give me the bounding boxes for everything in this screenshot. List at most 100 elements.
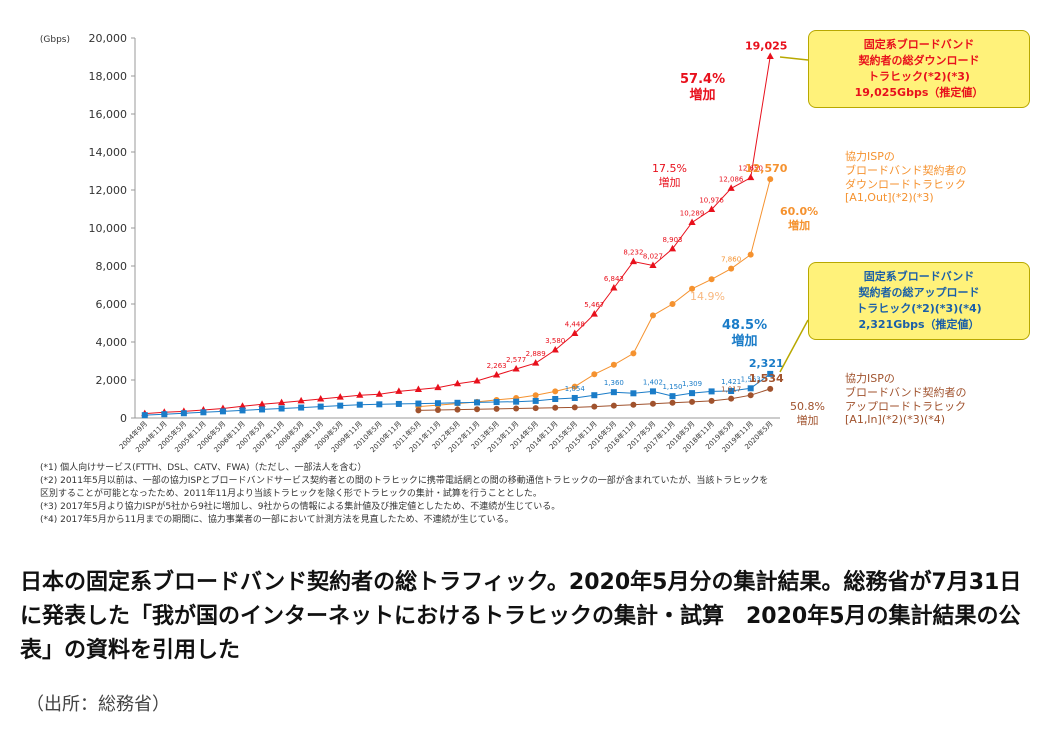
marker xyxy=(629,257,638,265)
marker xyxy=(259,406,266,413)
marker xyxy=(649,312,656,319)
callout-box: 固定系ブロードバンド 契約者の総アップロード トラヒック(*2)(*3)(*4)… xyxy=(808,262,1030,340)
marker xyxy=(610,361,617,368)
marker xyxy=(474,399,481,406)
marker xyxy=(630,390,637,397)
marker xyxy=(376,401,383,408)
marker xyxy=(747,392,754,399)
annotation: 57.4% 増加 xyxy=(680,72,726,104)
data-label: 1,054 xyxy=(565,385,586,393)
data-label: 1,360 xyxy=(604,379,624,387)
data-label: 12,650 xyxy=(738,165,763,173)
marker xyxy=(591,392,598,399)
marker xyxy=(336,393,344,400)
footnote: (*3) 2017年5月より協力ISPが5社から9社に増加し、9社からの情報によ… xyxy=(40,502,561,512)
chart: (Gbps) 0 2,000 4,000 6,000 8,000 10,000 12,000… xyxy=(40,32,809,454)
marker xyxy=(278,405,285,412)
data-label: 8,027 xyxy=(643,252,663,260)
marker xyxy=(473,376,481,384)
footnote: (*1) 個人向けサービス(FTTH、DSL、CATV、FWA)（ただし、一部法… xyxy=(40,463,367,473)
marker xyxy=(317,403,324,410)
data-label: 12,570 xyxy=(745,162,788,175)
marker xyxy=(747,385,754,392)
marker xyxy=(766,52,774,60)
marker xyxy=(689,390,696,397)
marker xyxy=(552,388,559,395)
y-tick-label: 16,000 xyxy=(89,108,128,121)
marker xyxy=(708,397,715,404)
marker xyxy=(493,405,500,412)
marker xyxy=(571,329,579,336)
y-tick-label: 2,000 xyxy=(96,374,128,387)
footnotes: (*1) 個人向けサービス(FTTH、DSL、CATV、FWA)（ただし、一部法… xyxy=(40,462,770,527)
marker xyxy=(571,394,578,401)
data-label: 1,421 xyxy=(721,378,741,386)
marker xyxy=(571,404,578,411)
marker xyxy=(513,398,520,405)
y-tick-label: 0 xyxy=(120,412,127,425)
y-tick-label: 20,000 xyxy=(89,32,128,45)
y-unit: (Gbps) xyxy=(40,35,70,45)
marker xyxy=(513,405,520,412)
marker xyxy=(689,398,696,405)
data-label: 12,086 xyxy=(719,175,744,183)
y-tick-label: 14,000 xyxy=(89,146,128,159)
marker xyxy=(669,393,676,400)
marker xyxy=(434,383,442,391)
marker xyxy=(707,205,716,212)
data-label: 1,402 xyxy=(643,378,663,386)
marker xyxy=(552,404,559,411)
marker xyxy=(728,388,735,395)
marker xyxy=(689,285,696,292)
marker xyxy=(161,411,168,418)
marker xyxy=(688,218,696,226)
data-label: 6,843 xyxy=(604,275,624,283)
marker xyxy=(767,176,774,183)
y-tick-label: 18,000 xyxy=(89,70,128,83)
data-label: 5,467 xyxy=(584,301,604,309)
marker xyxy=(415,407,422,414)
marker xyxy=(552,396,559,402)
y-tick-label: 10,000 xyxy=(89,222,128,235)
marker xyxy=(277,398,286,406)
marker xyxy=(747,173,755,181)
marker xyxy=(630,350,637,357)
marker xyxy=(453,379,462,387)
marker xyxy=(708,276,715,283)
marker xyxy=(493,399,500,406)
data-label: 1,017 xyxy=(721,386,741,394)
data-label: 2,577 xyxy=(506,356,526,364)
annotation: 14.9% xyxy=(690,290,725,303)
marker xyxy=(728,265,735,272)
data-label: 7,860 xyxy=(721,256,741,264)
marker xyxy=(180,410,187,417)
footnote: (*2) 2011年5月以前は、一部の協力ISPとブロードバンドサービス契約者と… xyxy=(40,476,769,499)
marker xyxy=(669,399,676,406)
marker xyxy=(728,395,735,402)
data-label: 10,289 xyxy=(680,210,705,218)
marker xyxy=(649,261,657,268)
marker xyxy=(532,405,539,412)
data-label: 4,448 xyxy=(565,320,585,328)
marker xyxy=(219,408,226,415)
data-label: 19,025 xyxy=(745,40,787,53)
marker xyxy=(591,371,598,378)
marker xyxy=(298,404,305,411)
marker xyxy=(747,251,754,258)
annotation: 48.5% 増加 xyxy=(722,318,768,350)
marker xyxy=(200,409,207,416)
marker xyxy=(375,390,383,397)
annotation: 50.8% 増加 xyxy=(790,400,825,427)
marker xyxy=(395,400,402,407)
marker xyxy=(434,407,441,414)
marker xyxy=(239,407,246,414)
callout-pointer xyxy=(779,319,809,373)
marker xyxy=(610,402,617,409)
marker xyxy=(532,359,540,366)
data-label: 3,580 xyxy=(545,337,565,345)
marker xyxy=(454,406,461,413)
marker xyxy=(708,388,715,395)
marker xyxy=(258,400,266,407)
marker xyxy=(767,385,774,392)
